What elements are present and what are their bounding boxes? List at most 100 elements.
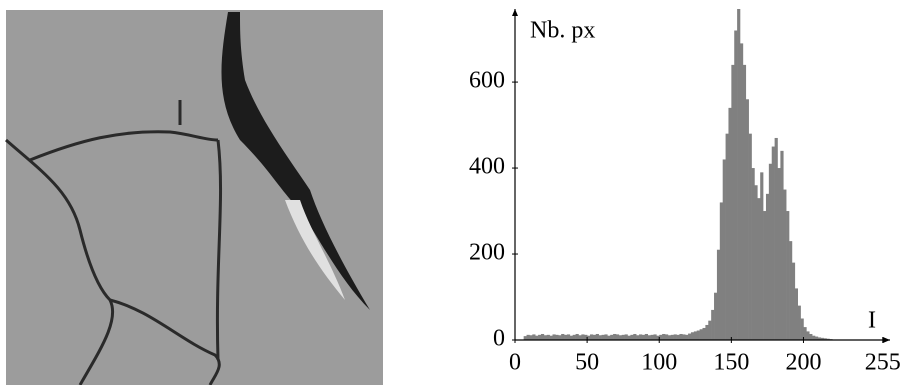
- bar: [546, 334, 550, 340]
- bar: [630, 334, 634, 340]
- bar: [592, 334, 597, 340]
- bar: [641, 334, 646, 340]
- bar: [575, 333, 579, 340]
- x-tick-label: 150: [713, 350, 749, 376]
- bar: [745, 99, 749, 340]
- bar: [768, 163, 773, 340]
- bar: [644, 333, 648, 340]
- bar: [690, 332, 695, 340]
- bar: [535, 335, 539, 340]
- bar: [751, 168, 755, 340]
- x-axis-label: I: [868, 308, 876, 334]
- x-tick-label: 255: [865, 350, 901, 376]
- bar: [740, 43, 744, 340]
- bar: [676, 334, 680, 340]
- bar: [791, 262, 796, 340]
- bar: [777, 168, 781, 340]
- y-axis-arrow: [512, 9, 518, 16]
- bar: [665, 334, 669, 340]
- bar: [696, 330, 700, 340]
- bar: [572, 334, 576, 340]
- bar: [722, 159, 726, 340]
- y-axis-label: Nb. px: [530, 18, 595, 44]
- bar: [754, 185, 758, 340]
- y-tick-label: 600: [469, 68, 505, 94]
- bar: [820, 337, 824, 340]
- bar: [783, 189, 787, 340]
- bar: [647, 335, 651, 340]
- bar: [765, 193, 770, 340]
- bar: [529, 335, 533, 340]
- bar: [569, 335, 573, 340]
- bar: [601, 334, 605, 340]
- bar: [615, 334, 620, 340]
- bar: [817, 337, 822, 340]
- bar: [633, 333, 637, 340]
- bar: [650, 334, 654, 340]
- x-tick-label: 50: [575, 350, 599, 376]
- crack-highlight: [285, 200, 345, 300]
- bar: [566, 334, 571, 340]
- bar: [636, 335, 640, 340]
- bar: [670, 334, 674, 340]
- bar: [789, 241, 793, 340]
- bar: [771, 146, 775, 340]
- bar: [555, 334, 559, 340]
- bar: [621, 334, 625, 340]
- bar: [604, 334, 608, 340]
- bar: [526, 334, 530, 340]
- bar: [731, 64, 735, 340]
- bar: [760, 172, 764, 340]
- y-tick-label: 200: [469, 240, 505, 266]
- bar: [702, 327, 706, 340]
- y-tick-label: 0: [493, 326, 505, 352]
- bar: [748, 133, 752, 340]
- bar: [552, 334, 556, 340]
- bar: [797, 305, 801, 340]
- y-tick-label: 400: [469, 154, 505, 180]
- bar: [590, 334, 594, 340]
- bar: [618, 335, 623, 340]
- bar: [558, 335, 562, 340]
- x-tick-label: 100: [641, 350, 677, 376]
- bar: [693, 331, 698, 340]
- bar: [598, 335, 602, 340]
- bar: [774, 137, 778, 340]
- bar: [523, 336, 527, 340]
- crack-dark: [221, 12, 370, 310]
- bar: [624, 334, 628, 340]
- bar: [737, 9, 741, 340]
- x-axis-arrow: [883, 337, 890, 343]
- bar: [653, 334, 657, 340]
- bar: [728, 107, 732, 340]
- bar: [627, 335, 631, 340]
- bar: [826, 338, 830, 340]
- bar: [815, 336, 819, 340]
- bar: [667, 335, 672, 340]
- bar: [823, 338, 827, 340]
- bar: [532, 334, 536, 340]
- bar: [584, 334, 588, 340]
- bar: [587, 335, 591, 340]
- cracks: [5, 100, 223, 385]
- x-tick-label: 200: [785, 350, 821, 376]
- bar: [538, 334, 542, 340]
- bar: [763, 211, 767, 340]
- bar: [564, 334, 568, 340]
- bar: [742, 64, 747, 340]
- bar: [581, 334, 585, 340]
- image-background: [6, 10, 383, 385]
- bar: [543, 335, 548, 340]
- x-tick-label: 0: [509, 350, 521, 376]
- bar: [794, 288, 798, 340]
- bar: [809, 333, 813, 340]
- bar: [659, 334, 663, 340]
- bar: [786, 211, 790, 340]
- bar: [812, 335, 816, 340]
- bar: [719, 202, 723, 340]
- bar: [705, 324, 709, 340]
- bar: [699, 329, 703, 340]
- bar: [662, 333, 666, 340]
- bar: [757, 198, 761, 340]
